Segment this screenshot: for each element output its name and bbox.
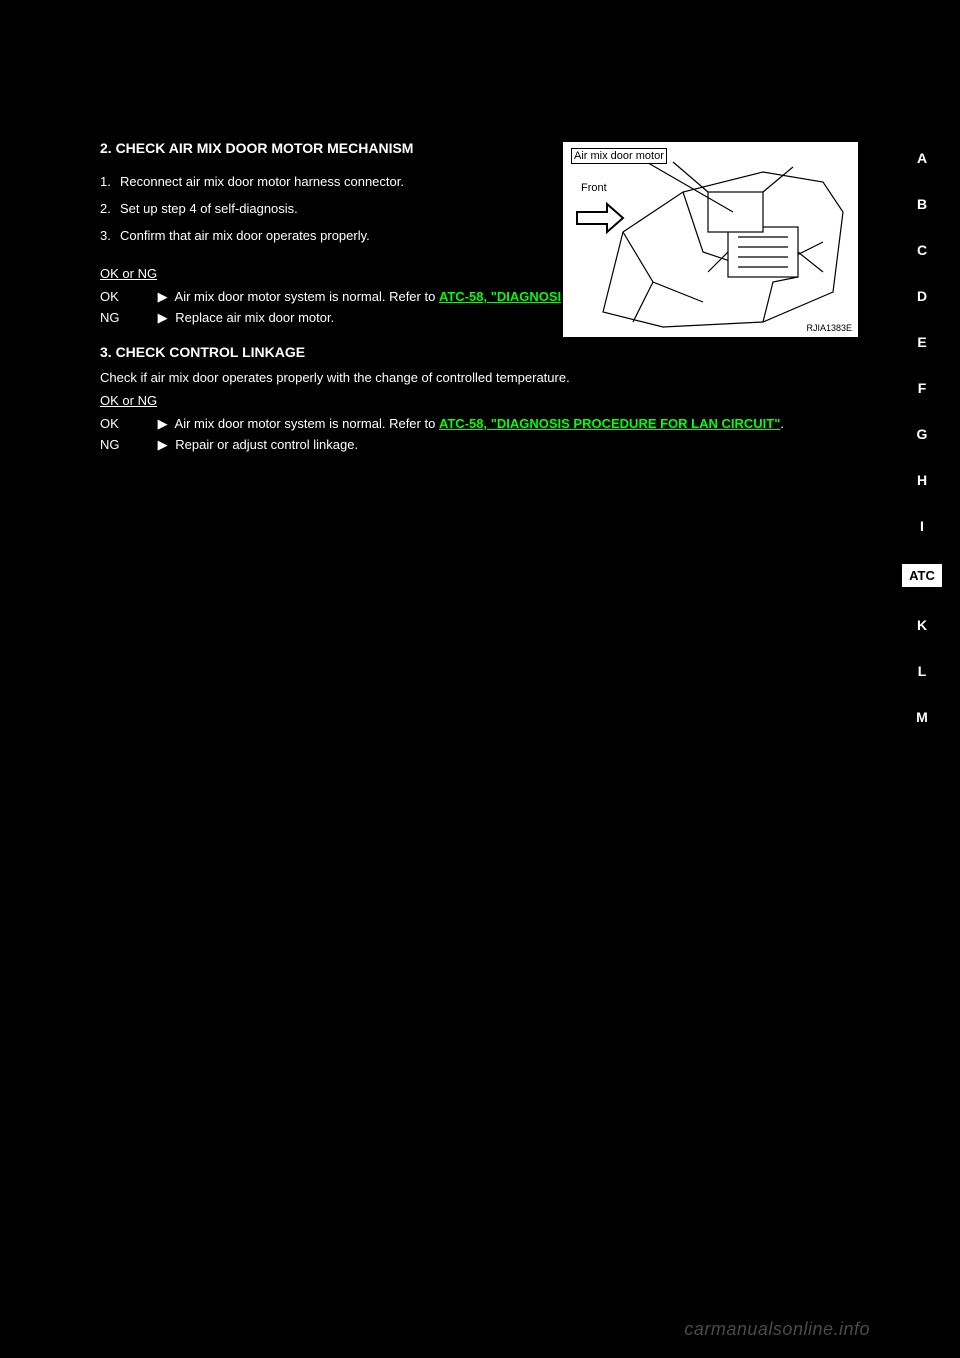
step2-ng-text: Replace air mix door motor. — [175, 310, 334, 325]
diagram-front-label: Front — [581, 182, 607, 194]
step3-okng: OK or NG — [100, 391, 860, 411]
motor-diagram-svg — [563, 142, 858, 337]
air-mix-door-diagram: Air mix door motor Front RJIA1383E — [561, 140, 860, 339]
nav-D[interactable]: D — [902, 288, 942, 304]
nav-E[interactable]: E — [902, 334, 942, 350]
nav-K[interactable]: K — [902, 617, 942, 633]
step3-line: Check if air mix door operates properly … — [100, 368, 860, 388]
step2-ok-label: OK — [100, 289, 150, 304]
nav-M[interactable]: M — [902, 709, 942, 725]
step3-ng-text: Repair or adjust control linkage. — [175, 437, 358, 452]
nav-C[interactable]: C — [902, 242, 942, 258]
nav-B[interactable]: B — [902, 196, 942, 212]
step3-ok-link[interactable]: ATC-58, "DIAGNOSIS PROCEDURE FOR LAN CIR… — [439, 416, 780, 431]
arrow-icon: ▶ — [158, 310, 168, 326]
step3-heading: 3. CHECK CONTROL LINKAGE — [100, 344, 860, 360]
nav-F[interactable]: F — [902, 380, 942, 396]
nav-A[interactable]: A — [902, 150, 942, 166]
step2-item-1: Reconnect air mix door motor harness con… — [120, 174, 404, 189]
arrow-icon: ▶ — [158, 437, 168, 453]
step3-ok-row: OK ▶ Air mix door motor system is normal… — [100, 416, 860, 432]
step3-ok-text: Air mix door motor system is normal. Ref… — [175, 416, 439, 431]
main-content: Air mix door motor Front RJIA1383E 2. CH… — [100, 140, 860, 458]
step2-ng-label: NG — [100, 310, 150, 325]
step2-list: 1.Reconnect air mix door motor harness c… — [100, 172, 540, 246]
step2-item-2: Set up step 4 of self-diagnosis. — [120, 201, 298, 216]
step3-ok-label: OK — [100, 416, 150, 431]
step2-item-3: Confirm that air mix door operates prope… — [120, 228, 370, 243]
nav-ATC[interactable]: ATC — [902, 564, 942, 587]
watermark: carmanualsonline.info — [684, 1319, 870, 1340]
front-arrow-icon — [575, 200, 625, 236]
diagram-label: Air mix door motor — [571, 148, 667, 164]
nav-L[interactable]: L — [902, 663, 942, 679]
diagram-code: RJIA1383E — [806, 323, 852, 333]
nav-I[interactable]: I — [902, 518, 942, 534]
side-nav: A B C D E F G H I ATC K L M — [902, 150, 942, 755]
step3-ng-row: NG ▶ Repair or adjust control linkage. — [100, 437, 860, 453]
nav-H[interactable]: H — [902, 472, 942, 488]
step2-ok-text: Air mix door motor system is normal. Ref… — [175, 289, 439, 304]
step3-ng-label: NG — [100, 437, 150, 452]
arrow-icon: ▶ — [158, 416, 168, 432]
nav-G[interactable]: G — [902, 426, 942, 442]
step2-heading: 2. CHECK AIR MIX DOOR MOTOR MECHANISM — [100, 140, 540, 156]
arrow-icon: ▶ — [158, 289, 168, 305]
